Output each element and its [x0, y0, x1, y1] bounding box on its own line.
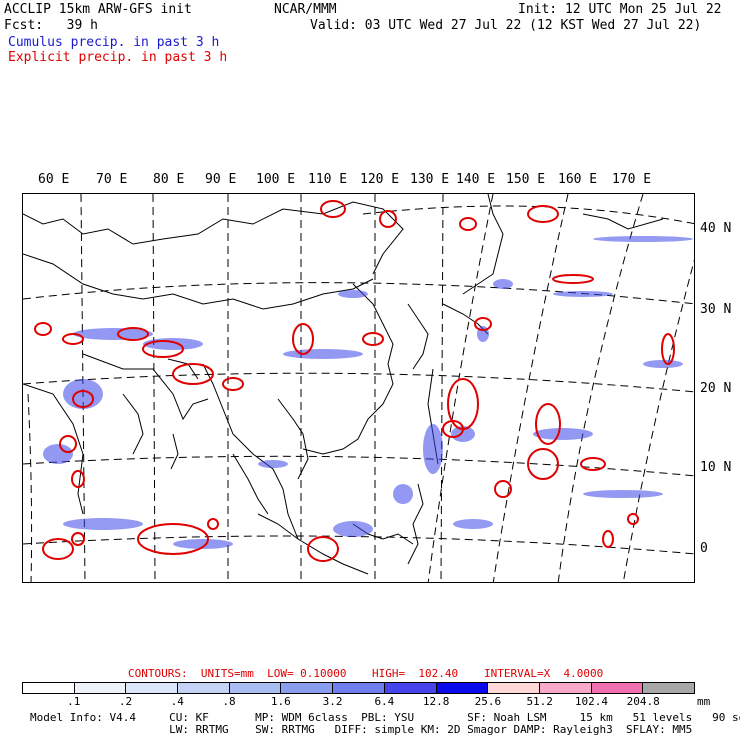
- map-canvas: [23, 194, 694, 582]
- lon-label: 130 E: [410, 172, 450, 187]
- precip-color-legend: [22, 682, 695, 694]
- legend-tick: 1.6: [270, 695, 291, 708]
- contours-interval: INTERVAL=X 4.0000: [484, 667, 604, 680]
- lat-label: 30 N: [700, 302, 732, 317]
- legend-tick: .1: [67, 695, 81, 708]
- legend-swatch: [591, 683, 644, 693]
- lon-label: 60 E: [38, 172, 70, 187]
- legend-swatch: [178, 683, 230, 693]
- model-info-line2: LW: RRTMG SW: RRTMG DIFF: simple KM: 2D …: [30, 723, 693, 736]
- legend-swatch: [126, 683, 179, 693]
- legend-swatch: [488, 683, 540, 693]
- forecast-hour: Fcst: 39 h: [4, 18, 98, 33]
- valid-time: Valid: 03 UTC Wed 27 Jul 22 (12 KST Wed …: [310, 18, 702, 33]
- legend-tick: 3.2: [322, 695, 343, 708]
- lon-label: 140 E: [456, 172, 496, 187]
- legend-swatch: [229, 683, 282, 693]
- legend-swatch: [436, 683, 489, 693]
- legend-swatch: [23, 683, 75, 693]
- lon-label: 170 E: [612, 172, 652, 187]
- model-info-line1: Model Info: V4.4 CU: KF MP: WDM 6class P…: [30, 711, 740, 724]
- explicit-precip: [34, 200, 675, 562]
- legend-swatch: [384, 683, 437, 693]
- legend-tick: 6.4: [374, 695, 395, 708]
- legend-tick: 204.8: [626, 695, 660, 708]
- legend-tick: .8: [222, 695, 236, 708]
- model-title: ACCLIP 15km ARW-GFS init: [4, 2, 192, 17]
- institution-label: NCAR/MMM: [274, 2, 337, 17]
- lon-label: 160 E: [558, 172, 598, 187]
- lon-label: 90 E: [205, 172, 237, 187]
- lon-label: 110 E: [308, 172, 348, 187]
- lon-label: 70 E: [96, 172, 128, 187]
- init-time: Init: 12 UTC Mon 25 Jul 22: [518, 2, 722, 17]
- contours-info: CONTOURS: UNITS=mm LOW= 0.10000: [128, 667, 347, 680]
- lon-label: 150 E: [506, 172, 546, 187]
- graticule: [23, 194, 694, 582]
- lat-label: 10 N: [700, 460, 732, 475]
- legend-unit: mm: [697, 695, 711, 708]
- legend-swatch: [74, 683, 127, 693]
- legend-tick: .4: [170, 695, 184, 708]
- legend-swatch: [281, 683, 334, 693]
- coastlines: [23, 194, 664, 575]
- legend-tick: .2: [118, 695, 133, 708]
- legend-tick: 12.8: [422, 695, 450, 708]
- lon-label: 100 E: [256, 172, 296, 187]
- legend-swatch: [643, 683, 694, 693]
- lon-label: 120 E: [360, 172, 400, 187]
- lat-label: 40 N: [700, 221, 732, 236]
- explicit-legend-label: Explicit precip. in past 3 h: [8, 50, 228, 65]
- lon-label: 80 E: [153, 172, 185, 187]
- contours-high: HIGH= 102.40: [372, 667, 459, 680]
- legend-tick: 51.2: [526, 695, 553, 708]
- legend-tick: 25.6: [474, 695, 502, 708]
- legend-swatch: [539, 683, 592, 693]
- cumulus-precip: [43, 236, 693, 549]
- lat-label: 20 N: [700, 381, 732, 396]
- cumulus-legend-label: Cumulus precip. in past 3 h: [8, 35, 220, 50]
- legend-tick: 102.4: [574, 695, 609, 708]
- legend-swatch: [333, 683, 385, 693]
- lat-label: 0: [700, 541, 708, 556]
- precipitation-map: [22, 193, 695, 583]
